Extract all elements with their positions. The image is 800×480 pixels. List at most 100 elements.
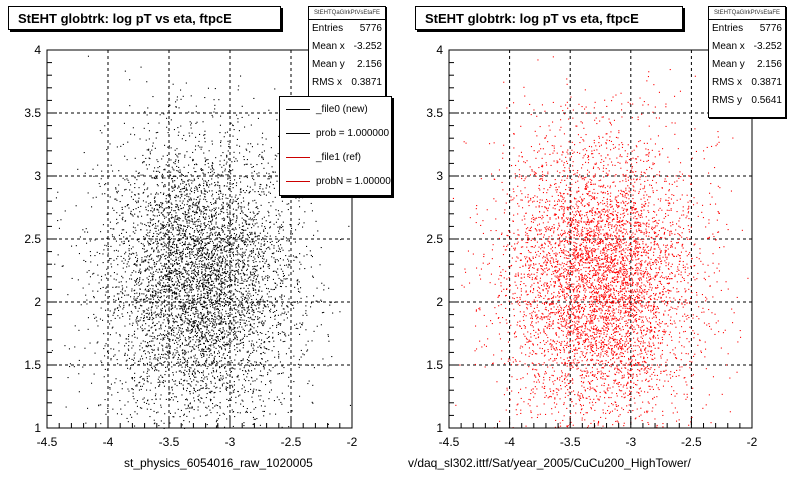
- scatter-point: [279, 264, 281, 266]
- scatter-point: [178, 185, 180, 187]
- scatter-point: [160, 314, 162, 316]
- scatter-point: [247, 309, 249, 311]
- scatter-point: [285, 278, 287, 280]
- scatter-point: [220, 346, 222, 348]
- scatter-point: [67, 377, 69, 379]
- scatter-point: [119, 301, 121, 303]
- scatter-point: [156, 208, 158, 210]
- scatter-point: [119, 214, 121, 216]
- scatter-point: [195, 171, 197, 173]
- scatter-point: [154, 223, 156, 225]
- scatter-point: [181, 241, 183, 243]
- scatter-point: [203, 152, 205, 154]
- scatter-point: [210, 399, 212, 401]
- scatter-point: [127, 421, 129, 423]
- scatter-point: [162, 202, 164, 204]
- scatter-point: [224, 239, 226, 241]
- scatter-point: [262, 265, 264, 267]
- scatter-point: [195, 376, 197, 378]
- scatter-point: [234, 279, 236, 281]
- scatter-point: [175, 153, 177, 155]
- scatter-point: [218, 323, 220, 325]
- scatter-point: [228, 323, 230, 325]
- scatter-point: [265, 194, 267, 196]
- scatter-point: [196, 288, 198, 290]
- scatter-point: [153, 365, 155, 367]
- scatter-point: [233, 293, 235, 295]
- scatter-point: [209, 293, 211, 295]
- scatter-point: [266, 287, 268, 289]
- scatter-point: [110, 358, 112, 360]
- scatter-point: [238, 395, 240, 397]
- scatter-point: [110, 348, 112, 350]
- scatter-point: [178, 249, 180, 251]
- scatter-point: [269, 391, 271, 393]
- scatter-point: [275, 221, 277, 223]
- scatter-point: [186, 292, 188, 294]
- scatter-point: [153, 197, 155, 199]
- scatter-point: [220, 338, 222, 340]
- scatter-point: [196, 281, 198, 283]
- scatter-point: [211, 220, 213, 222]
- scatter-point: [179, 265, 181, 267]
- scatter-point: [221, 292, 223, 294]
- scatter-point: [241, 310, 243, 312]
- scatter-point: [159, 316, 161, 318]
- scatter-point: [242, 267, 244, 269]
- scatter-point: [248, 330, 250, 332]
- scatter-point: [225, 245, 227, 247]
- scatter-point: [183, 322, 185, 324]
- scatter-point: [148, 256, 150, 258]
- scatter-point: [277, 250, 279, 252]
- scatter-point: [141, 215, 143, 217]
- scatter-point: [143, 317, 145, 319]
- scatter-point: [207, 347, 209, 349]
- scatter-point: [217, 226, 219, 228]
- scatter-point: [138, 280, 140, 282]
- scatter-point: [150, 240, 152, 242]
- scatter-point: [217, 173, 219, 175]
- scatter-point: [214, 263, 216, 265]
- scatter-point: [230, 367, 232, 369]
- scatter-point: [155, 393, 157, 395]
- scatter-point: [296, 257, 298, 259]
- scatter-point: [233, 391, 235, 393]
- scatter-point: [181, 207, 183, 209]
- scatter-point: [196, 187, 198, 189]
- scatter-point: [250, 274, 252, 276]
- scatter-point: [188, 215, 190, 217]
- scatter-point: [211, 203, 213, 205]
- scatter-point: [146, 378, 148, 380]
- scatter-point: [242, 262, 244, 264]
- scatter-point: [185, 82, 187, 84]
- scatter-point: [171, 302, 173, 304]
- scatter-point: [315, 220, 317, 222]
- scatter-point: [222, 225, 224, 227]
- scatter-point: [161, 225, 163, 227]
- scatter-point: [194, 243, 196, 245]
- scatter-point: [206, 266, 208, 268]
- scatter-point: [216, 360, 218, 362]
- scatter-point: [84, 231, 86, 233]
- scatter-point: [240, 208, 242, 210]
- scatter-point: [143, 161, 145, 163]
- scatter-point: [105, 309, 107, 311]
- scatter-point: [212, 264, 214, 266]
- scatter-point: [224, 293, 226, 295]
- scatter-point: [248, 364, 250, 366]
- scatter-point: [187, 326, 189, 328]
- scatter-point: [223, 217, 225, 219]
- scatter-point: [216, 198, 218, 200]
- scatter-point: [199, 133, 201, 135]
- scatter-point: [186, 221, 188, 223]
- scatter-point: [230, 360, 232, 362]
- histogram-panel-left: -4.5 -4 -3.5 -3 -2.5 -2 1 1.5 2 2.5 3 3.5 4 StEHT gl…: [8, 6, 392, 470]
- scatter-point: [183, 266, 185, 268]
- scatter-point: [200, 213, 202, 215]
- scatter-point: [123, 240, 125, 242]
- scatter-plot-left: -4.5 -4 -3.5 -3 -2.5 -211.522.533.54: [24, 43, 357, 449]
- scatter-point: [203, 185, 205, 187]
- scatter-point: [97, 290, 99, 292]
- scatter-point: [260, 243, 262, 245]
- scatter-point: [147, 399, 149, 401]
